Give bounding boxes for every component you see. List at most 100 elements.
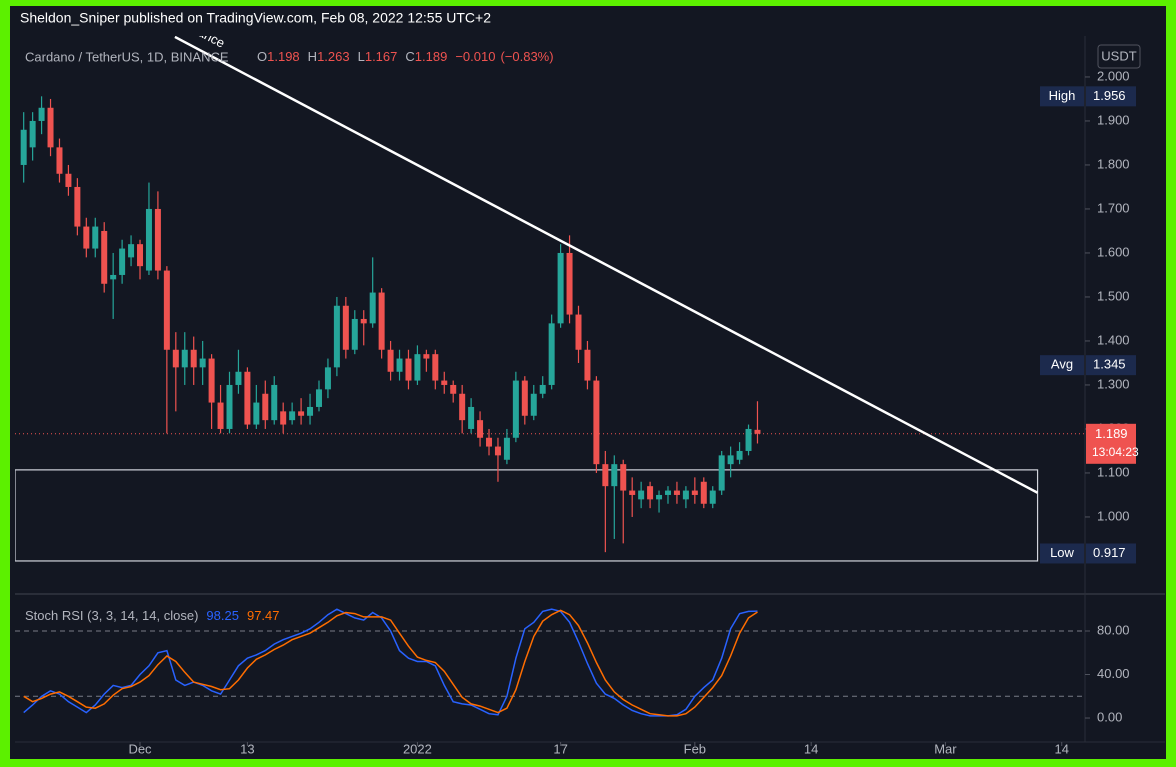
candle-body (190, 349, 197, 368)
ohlc-key: H (308, 49, 317, 64)
price-label-value: 1.345 (1093, 357, 1126, 372)
y-tick-label: 40.00 (1097, 666, 1130, 681)
candle-body (324, 367, 331, 390)
candle-body (459, 393, 466, 421)
y-tick-label: 1.500 (1097, 288, 1130, 303)
candle-body (20, 129, 27, 165)
last-price: 1.189 (1095, 426, 1128, 441)
ohlc-value: 1.198 (267, 49, 300, 64)
candle-body (387, 349, 394, 372)
price-plot: Resistance (15, 36, 1085, 562)
ohlc-key: L (358, 49, 365, 64)
y-tick-label: 1.800 (1097, 156, 1130, 171)
candle-body (441, 380, 448, 385)
candle-body (154, 208, 161, 271)
stoch-line (23, 608, 758, 717)
candle-body (145, 208, 152, 271)
candle-body (110, 274, 117, 280)
candle-body (333, 305, 340, 368)
stoch-plot (15, 608, 1085, 717)
candle-body (83, 226, 90, 249)
candle-body (691, 490, 698, 495)
candle-body (378, 292, 385, 350)
candle-body (575, 314, 582, 350)
candle-body (396, 358, 403, 372)
ohlc-value: 1.263 (317, 49, 350, 64)
y-tick-label: 1.100 (1097, 464, 1130, 479)
price-label-value-box (1086, 86, 1136, 107)
candle-body (235, 371, 242, 385)
candle-body (47, 107, 54, 148)
candle-body (620, 464, 627, 491)
y-tick-label: 1.400 (1097, 332, 1130, 347)
candle-body (682, 490, 689, 500)
candle-body (530, 393, 537, 416)
candle-body (262, 393, 269, 421)
trendline (174, 36, 1039, 494)
candle-body (289, 411, 296, 421)
currency-button[interactable] (1097, 44, 1141, 69)
candle-body (512, 380, 519, 438)
candle-body (754, 429, 761, 434)
candle-body (271, 384, 278, 421)
y-tick-label: 0.00 (1097, 709, 1122, 724)
legend-entry: 97.47 (247, 608, 280, 623)
change-pct: (−0.83%) (500, 49, 553, 64)
x-tick-label: 13 (240, 741, 254, 756)
candle-body (56, 147, 63, 174)
price-label-value: 1.956 (1093, 88, 1126, 103)
ohlc-value: 1.167 (365, 49, 398, 64)
candle-body (342, 305, 349, 350)
candle-body (307, 406, 314, 416)
candle-body (486, 437, 493, 447)
x-tick-label: Dec (128, 741, 152, 756)
overlay: 1.0001.1001.2001.3001.4001.5001.6001.700… (25, 49, 1139, 756)
candle-body (432, 354, 439, 381)
support-box (15, 469, 1039, 562)
y-tick-label: 1.000 (1097, 508, 1130, 523)
candle-body (298, 411, 305, 416)
candle-body (539, 384, 546, 394)
x-tick-label: 14 (1054, 741, 1068, 756)
last-price-box (1086, 423, 1136, 464)
candle-body (718, 455, 725, 491)
stoch-legend: Stoch RSI (3, 3, 14, 14, close) 98.25 97.4… (25, 608, 280, 623)
candle-body (369, 292, 376, 324)
candle-body (360, 318, 367, 324)
header: Sheldon_Sniper published on TradingView.… (20, 10, 491, 26)
candle-body (253, 402, 260, 425)
candle-body (521, 380, 528, 416)
candle-body (29, 120, 36, 148)
candle-body (647, 486, 654, 500)
candle-body (584, 349, 591, 381)
price-label-name: Avg (1051, 357, 1073, 372)
price-label-value-box (1086, 355, 1136, 376)
price-label-box (1040, 355, 1084, 376)
candle-body (74, 186, 81, 227)
candle-body (727, 455, 734, 465)
candle-body (664, 490, 671, 495)
y-tick-label: 2.000 (1097, 68, 1130, 83)
candle-body (172, 349, 179, 368)
countdown: 13:04:23 (1092, 445, 1139, 459)
ohlc-legend: O1.198 H1.263 L1.167 C1.189 −0.010 (−0.83%) (257, 49, 554, 64)
candle-body (566, 252, 573, 315)
candle-body (226, 384, 233, 429)
candle-body (38, 107, 45, 121)
x-tick-label: 2022 (403, 741, 432, 756)
currency[interactable]: USDT (1101, 48, 1136, 63)
symbol: Cardano / TetherUS, 1D, BINANCE (25, 49, 229, 64)
candle-body (494, 446, 501, 456)
candle-body (351, 318, 358, 350)
x-tick-label: 14 (804, 741, 818, 756)
price-label-box (1040, 543, 1084, 564)
legend-entry: 98.25 (206, 608, 239, 623)
x-tick-label: Mar (934, 741, 957, 756)
candle-body (611, 464, 618, 487)
candle-body (101, 230, 108, 284)
x-tick-label: Feb (684, 741, 706, 756)
price-label-name: Low (1050, 545, 1074, 560)
candle-body (217, 402, 224, 429)
